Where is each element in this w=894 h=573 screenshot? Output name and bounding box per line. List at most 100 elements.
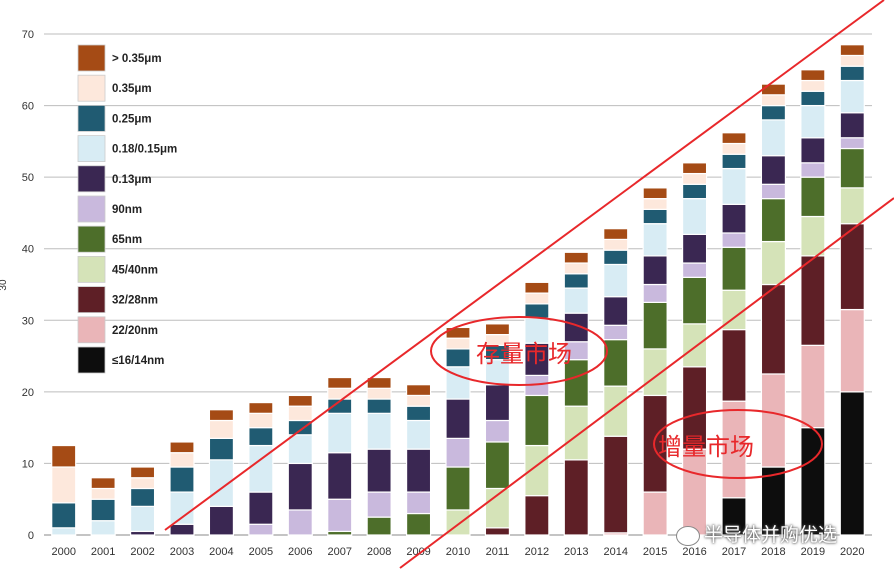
bar-segment bbox=[839, 308, 865, 393]
bar-segment bbox=[721, 142, 747, 155]
bar-segment bbox=[642, 491, 668, 536]
bar-segment bbox=[603, 435, 629, 534]
bar-segment bbox=[327, 412, 353, 454]
bar-segment bbox=[405, 384, 432, 397]
legend-label: 65nm bbox=[112, 234, 142, 246]
bar-segment bbox=[681, 172, 708, 185]
bar-segment bbox=[603, 228, 629, 241]
bar-segment bbox=[800, 215, 826, 257]
bar-segment bbox=[524, 292, 550, 305]
bar-segment bbox=[839, 44, 865, 57]
y-tick-label: 20 bbox=[22, 387, 34, 399]
bar-segment bbox=[248, 412, 274, 429]
x-tick-label: 2014 bbox=[603, 546, 627, 558]
bar-segment bbox=[248, 491, 274, 525]
bar-segment bbox=[51, 502, 77, 529]
x-tick-label: 2000 bbox=[51, 546, 75, 558]
x-tick-label: 2012 bbox=[525, 546, 549, 558]
bar-segment bbox=[484, 323, 511, 336]
bar-segment bbox=[248, 401, 274, 414]
bar-segment bbox=[366, 376, 392, 389]
y-tick-label: 50 bbox=[22, 172, 34, 184]
bar-segment bbox=[839, 112, 865, 139]
bar-segment bbox=[721, 246, 747, 291]
bar-segment bbox=[760, 183, 787, 200]
stock-market-ellipse bbox=[430, 316, 608, 386]
bar-segment bbox=[760, 119, 787, 157]
bar-segment bbox=[208, 505, 235, 536]
bar-segment bbox=[800, 79, 826, 92]
bar-segment bbox=[760, 198, 787, 243]
x-tick-label: 2015 bbox=[643, 546, 667, 558]
bar-segment bbox=[721, 153, 747, 170]
bar-segment bbox=[327, 498, 353, 533]
legend-label: 0.13μm bbox=[112, 174, 152, 186]
x-tick-label: 2016 bbox=[682, 546, 706, 558]
bar-segment bbox=[760, 283, 787, 375]
bar-segment bbox=[839, 137, 865, 150]
bar-segment bbox=[800, 104, 826, 139]
bar-segment bbox=[800, 69, 826, 82]
bar-segment bbox=[800, 344, 826, 429]
bar-segment bbox=[524, 281, 550, 294]
bar-segment bbox=[366, 387, 392, 400]
bar-segment bbox=[445, 398, 471, 439]
bar-segment bbox=[760, 373, 787, 468]
stock-market-label: 存量市场 bbox=[476, 340, 572, 368]
bar-segment bbox=[445, 466, 471, 511]
bar-segment bbox=[642, 255, 668, 286]
bar-segment bbox=[642, 394, 668, 493]
bar-segment bbox=[169, 441, 195, 454]
bar-segment bbox=[405, 419, 432, 450]
bar-segment bbox=[445, 348, 471, 368]
legend-swatch bbox=[77, 346, 106, 374]
bar-segment bbox=[642, 198, 668, 210]
bar-segment bbox=[603, 324, 629, 341]
bar-segment bbox=[681, 262, 708, 278]
bar-segment bbox=[760, 155, 787, 185]
bar-segment bbox=[51, 466, 77, 504]
bar-segment bbox=[366, 448, 392, 493]
bar-segment bbox=[681, 162, 708, 175]
bar-segment bbox=[839, 147, 865, 189]
bar-segment bbox=[208, 419, 235, 439]
legend-label: 22/20nm bbox=[112, 325, 158, 337]
x-tick-label: 2006 bbox=[288, 546, 312, 558]
bar-segment bbox=[800, 162, 826, 178]
x-tick-label: 2003 bbox=[170, 546, 194, 558]
bar-segment bbox=[603, 385, 629, 437]
bar-segment bbox=[681, 323, 708, 368]
bar-segment bbox=[760, 83, 787, 96]
legend-swatch bbox=[77, 286, 106, 314]
bar-segment bbox=[366, 491, 392, 518]
bar-segment bbox=[681, 183, 708, 200]
bar-segment bbox=[248, 427, 274, 447]
incremental-market-ellipse bbox=[653, 409, 823, 479]
bar-segment bbox=[366, 398, 392, 414]
bar-segment bbox=[484, 441, 511, 490]
bar-segment bbox=[563, 287, 589, 314]
legend-swatch bbox=[77, 165, 106, 193]
bar-segment bbox=[839, 54, 865, 67]
bar-segment bbox=[642, 223, 668, 257]
bar-segment bbox=[405, 491, 432, 515]
legend-label: ≤16/14nm bbox=[112, 355, 164, 367]
y-axis: 0 10 20 30 40 50 60 70 bbox=[22, 29, 34, 542]
bar-segment bbox=[563, 262, 589, 275]
wechat-icon bbox=[676, 525, 700, 546]
bar-segment bbox=[800, 90, 826, 107]
x-tick-label: 2013 bbox=[564, 546, 588, 558]
bar-segment bbox=[405, 512, 432, 536]
bar-segment bbox=[90, 498, 116, 522]
x-tick-label: 2002 bbox=[130, 546, 154, 558]
x-tick-label: 2007 bbox=[327, 546, 351, 558]
bar-segment bbox=[129, 477, 156, 490]
bar-segment bbox=[839, 79, 865, 114]
axis-side-label: 30 bbox=[0, 279, 9, 291]
bar-segment bbox=[366, 516, 392, 536]
x-tick-label: 2017 bbox=[722, 546, 746, 558]
bar-segment bbox=[721, 203, 747, 234]
bar-segment bbox=[839, 391, 865, 536]
x-tick-label: 2004 bbox=[209, 546, 233, 558]
incremental-market-boundary-line bbox=[399, 197, 894, 569]
